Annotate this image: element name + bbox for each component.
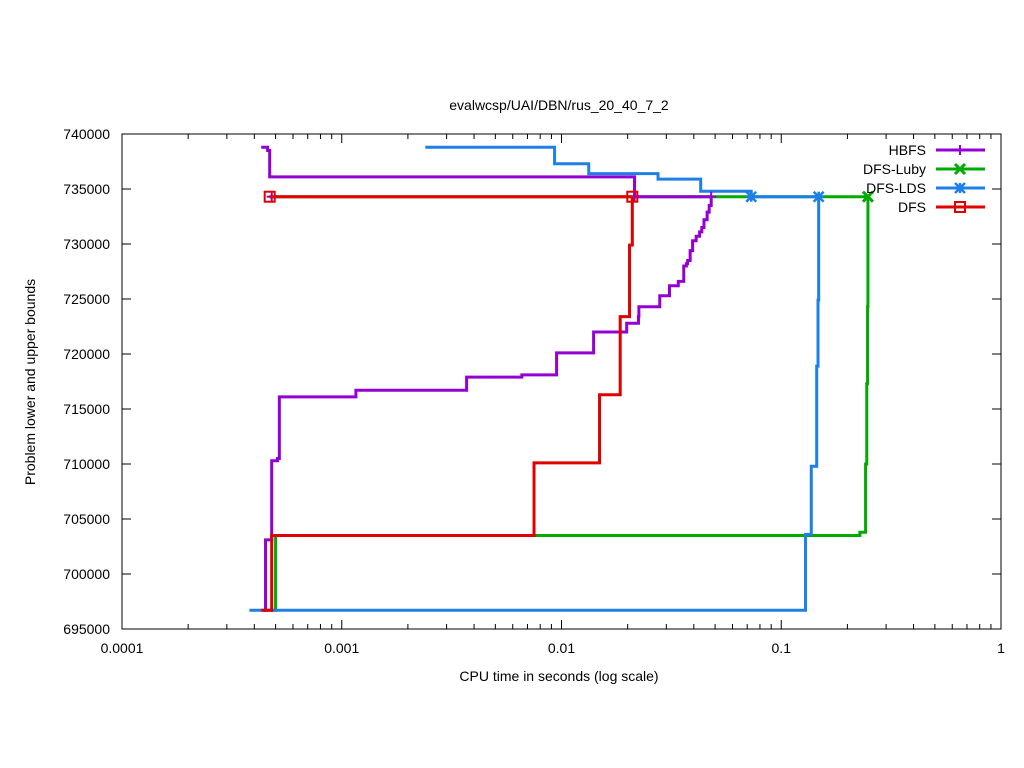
- data-point-marker: [955, 145, 965, 155]
- series-hbfs: [261, 145, 717, 612]
- x-tick-label: 0.001: [324, 640, 359, 656]
- legend-label: DFS-LDS: [866, 180, 926, 196]
- series-dfs-luby: [265, 190, 874, 612]
- x-tick-label: 0.01: [548, 640, 575, 656]
- x-axis: 0.0001 0.001 0.01 0.1 1: [101, 134, 1005, 656]
- legend-label: DFS-Luby: [863, 161, 926, 177]
- hbfs-upper-bound-line: [261, 145, 712, 199]
- dfs-luby-lower-bound-line: [265, 196, 870, 612]
- y-tick-label: 715000: [63, 401, 110, 417]
- y-tick-label: 735000: [63, 181, 110, 197]
- x-tick-label: 0.1: [772, 640, 792, 656]
- y-tick-label: 695000: [63, 621, 110, 637]
- y-tick-label: 720000: [63, 346, 110, 362]
- data-point-marker: [626, 190, 639, 203]
- x-axis-title: CPU time in seconds (log scale): [459, 668, 658, 684]
- y-tick-label: 730000: [63, 236, 110, 252]
- y-tick-label: 740000: [63, 126, 110, 142]
- y-axis: 695000 700000 705000 710000 715000 720000 7250…: [63, 126, 1001, 637]
- y-tick-label: 705000: [63, 511, 110, 527]
- data-point-marker: [812, 190, 825, 203]
- legend-item-dfs-lds: DFS-LDS: [866, 180, 985, 196]
- y-tick-label: 700000: [63, 566, 110, 582]
- data-point-marker: [861, 190, 874, 203]
- x-tick-label: 1: [997, 640, 1005, 656]
- y-tick-label: 725000: [63, 291, 110, 307]
- data-point-marker: [263, 190, 276, 203]
- plot-area: [249, 145, 874, 612]
- hbfs-lower-bound-line: [263, 196, 713, 612]
- legend-item-dfs: DFS: [898, 199, 985, 215]
- x-tick-label: 0.0001: [101, 640, 144, 656]
- legend-item-hbfs: HBFS: [889, 142, 985, 158]
- data-point-marker: [954, 182, 966, 194]
- legend-label: DFS: [898, 199, 926, 215]
- legend-label: HBFS: [889, 142, 926, 158]
- data-point-marker: [953, 162, 967, 176]
- dfs-lower-bound-line: [261, 196, 634, 612]
- legend-item-dfs-luby: DFS-Luby: [863, 161, 985, 177]
- chart-title: evalwcsp/UAI/DBN/rus_20_40_7_2: [449, 97, 669, 113]
- y-tick-label: 710000: [63, 456, 110, 472]
- data-point-marker: [745, 190, 758, 203]
- legend: HBFS DFS-Luby DFS-LDS DFS: [863, 142, 985, 215]
- y-axis-title: Problem lower and upper bounds: [22, 279, 38, 485]
- dfs-lds-lower-bound-line: [249, 196, 821, 612]
- data-point-marker: [706, 191, 717, 202]
- data-point-marker: [954, 201, 966, 213]
- dfs-lds-upper-bound-line: [425, 145, 819, 199]
- series-dfs: [261, 190, 639, 612]
- series-dfs-lds: [249, 145, 825, 612]
